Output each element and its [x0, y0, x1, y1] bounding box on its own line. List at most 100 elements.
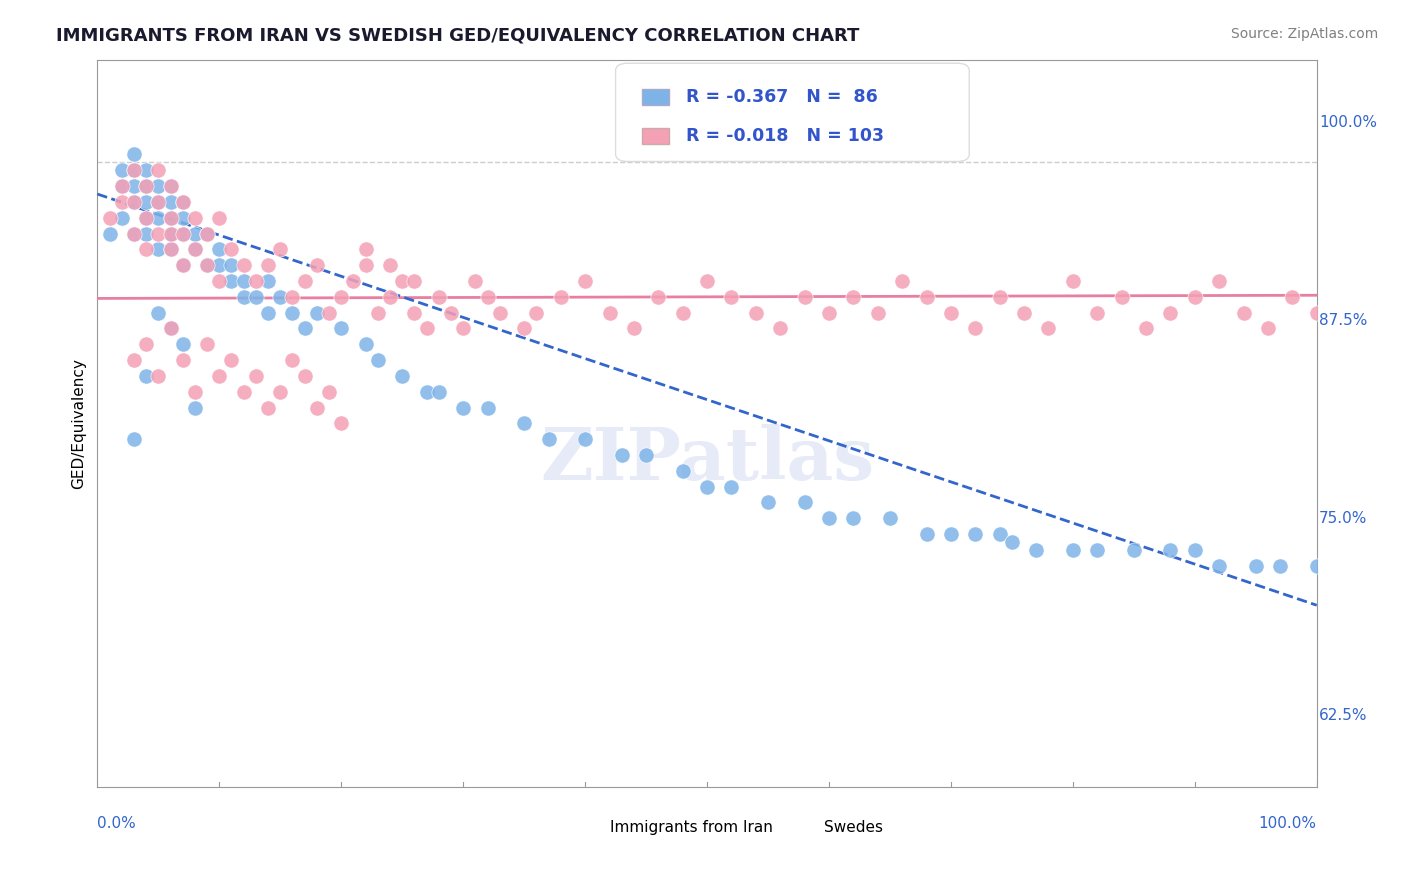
Text: R = -0.018   N = 103: R = -0.018 N = 103 [686, 127, 884, 145]
Point [184, 401, 207, 415]
Point [672, 306, 695, 320]
Point [195, 337, 218, 351]
Point [330, 321, 353, 335]
Text: 75.0%: 75.0% [1319, 511, 1368, 525]
Point [122, 432, 145, 446]
Point [636, 448, 658, 462]
Point [1232, 306, 1254, 320]
Text: Swedes: Swedes [824, 820, 883, 835]
Point [195, 227, 218, 241]
Point [378, 290, 401, 304]
Text: 62.5%: 62.5% [1319, 708, 1368, 723]
Text: IMMIGRANTS FROM IRAN VS SWEDISH GED/EQUIVALENCY CORRELATION CHART: IMMIGRANTS FROM IRAN VS SWEDISH GED/EQUI… [56, 27, 859, 45]
Point [793, 290, 815, 304]
Point [172, 227, 194, 241]
Text: 0.0%: 0.0% [97, 816, 136, 831]
Point [122, 227, 145, 241]
Y-axis label: GED/Equivalency: GED/Equivalency [72, 358, 86, 489]
Point [98, 211, 121, 225]
Point [221, 353, 243, 368]
Point [135, 211, 157, 225]
Point [122, 194, 145, 209]
Point [148, 194, 170, 209]
Point [720, 290, 742, 304]
Point [330, 290, 353, 304]
Point [415, 321, 437, 335]
Text: ZIPatlas: ZIPatlas [540, 425, 875, 495]
FancyBboxPatch shape [572, 818, 603, 837]
Point [696, 274, 718, 288]
Point [939, 527, 962, 541]
Point [172, 258, 194, 272]
Point [524, 306, 547, 320]
Point [135, 337, 157, 351]
Point [842, 511, 865, 525]
Point [98, 227, 121, 241]
Point [745, 306, 768, 320]
Point [842, 290, 865, 304]
Point [148, 368, 170, 383]
Point [915, 290, 938, 304]
Point [720, 480, 742, 494]
Point [208, 258, 231, 272]
Text: 87.5%: 87.5% [1319, 313, 1368, 328]
Point [367, 353, 389, 368]
FancyBboxPatch shape [643, 128, 669, 144]
Point [159, 227, 181, 241]
Point [208, 211, 231, 225]
Point [391, 368, 413, 383]
Point [122, 163, 145, 178]
Point [195, 227, 218, 241]
Point [122, 194, 145, 209]
Point [464, 274, 486, 288]
Point [367, 306, 389, 320]
Point [208, 368, 231, 383]
Point [623, 321, 645, 335]
Text: 100.0%: 100.0% [1258, 816, 1317, 831]
Point [1306, 306, 1329, 320]
Point [1184, 290, 1206, 304]
Point [269, 290, 291, 304]
Point [404, 274, 426, 288]
Point [294, 321, 316, 335]
Point [574, 274, 596, 288]
Point [305, 401, 328, 415]
Point [159, 194, 181, 209]
Point [221, 258, 243, 272]
Point [488, 306, 510, 320]
Point [135, 194, 157, 209]
Point [172, 194, 194, 209]
Point [184, 227, 207, 241]
Point [148, 163, 170, 178]
Point [391, 274, 413, 288]
Point [245, 290, 267, 304]
Point [599, 306, 621, 320]
Point [1135, 321, 1157, 335]
Point [354, 243, 377, 257]
Point [208, 243, 231, 257]
Point [159, 243, 181, 257]
Point [915, 527, 938, 541]
Point [1306, 558, 1329, 573]
FancyBboxPatch shape [616, 63, 969, 161]
Point [195, 258, 218, 272]
Point [135, 211, 157, 225]
Point [818, 306, 841, 320]
Point [1085, 306, 1108, 320]
Point [148, 211, 170, 225]
Point [342, 274, 364, 288]
Point [269, 384, 291, 399]
Point [172, 258, 194, 272]
Point [427, 290, 450, 304]
Point [135, 179, 157, 194]
Point [184, 384, 207, 399]
Point [1001, 535, 1024, 549]
Point [477, 401, 499, 415]
Point [1244, 558, 1267, 573]
Point [122, 353, 145, 368]
Point [172, 194, 194, 209]
Point [354, 258, 377, 272]
Text: R = -0.367   N =  86: R = -0.367 N = 86 [686, 88, 879, 106]
Point [647, 290, 669, 304]
Point [257, 306, 280, 320]
